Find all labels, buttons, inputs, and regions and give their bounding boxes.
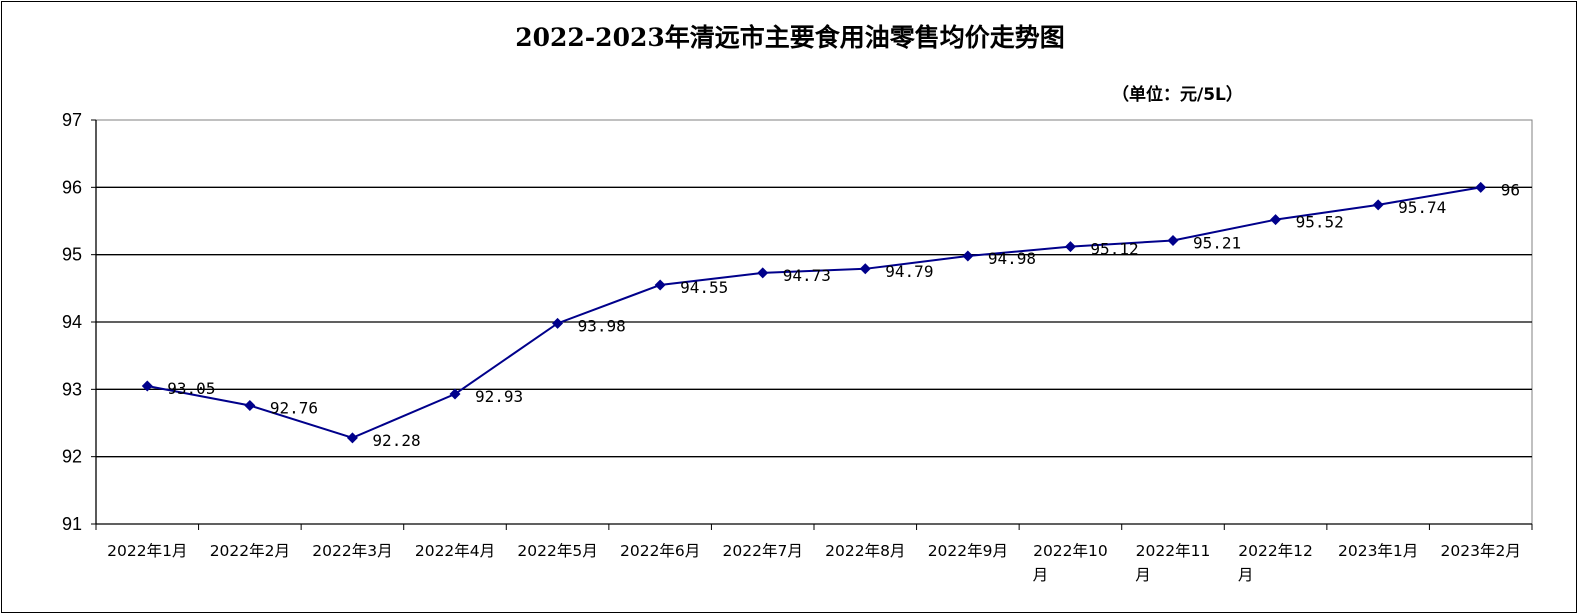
x-tick-label: 2022年3月 [312,542,392,560]
data-label: 92.93 [475,387,523,406]
x-tick-label: 2023年2月 [1441,542,1521,560]
data-label: 92.28 [372,431,420,450]
series-line [147,186,1481,439]
data-label: 92.76 [270,398,318,417]
y-tick-label: 97 [62,110,82,130]
x-tick-label: 2022年8月 [825,542,905,560]
data-point [757,267,769,279]
data-label: 94.73 [783,266,831,285]
y-tick-label: 93 [62,379,82,399]
x-tick-label: 2022年9月 [928,542,1008,560]
y-tick-label: 91 [62,514,82,534]
data-point [859,263,871,275]
data-label: 94.98 [988,249,1036,268]
unit-note: （单位：元/5L） [1112,85,1243,105]
data-label: 93.05 [167,379,215,398]
data-point [1475,181,1487,193]
x-tick-label: 2022年4月 [415,542,495,560]
data-point [141,380,153,392]
data-label: 96 [1501,180,1520,199]
data-label: 94.79 [885,262,933,281]
x-tick-label: 2022年1月 [107,542,187,560]
y-tick-label: 94 [62,312,82,332]
data-point [1270,214,1282,226]
data-point [1372,199,1384,211]
data-point [1064,241,1076,253]
data-label: 95.52 [1296,213,1344,232]
x-tick-label: 2023年1月 [1338,542,1418,560]
x-tick-label: 2022年7月 [723,542,803,560]
data-point [654,279,666,291]
x-tick-label: 2022年10 月 [1033,542,1108,584]
data-point [962,250,974,262]
x-tick-label: 2022年12 月 [1238,542,1313,584]
y-tick-label: 96 [62,177,82,197]
x-tick-label: 2022年11 月 [1135,542,1210,584]
data-label: 95.12 [1090,240,1138,259]
data-label: 95.74 [1398,198,1446,217]
data-point [1167,235,1179,247]
data-point [552,317,564,329]
data-point [346,432,358,444]
data-label: 93.98 [578,316,626,335]
x-tick-label: 2022年5月 [517,542,597,560]
y-tick-label: 95 [62,245,82,265]
data-point [244,399,256,411]
data-label: 94.55 [680,278,728,297]
y-tick-label: 92 [62,447,82,467]
data-point [449,388,461,400]
x-tick-label: 2022年6月 [620,542,700,560]
x-tick-label: 2022年2月 [210,542,290,560]
chart-title: 2022-2023年清远市主要食用油零售均价走势图 [515,23,1065,52]
data-label: 95.21 [1193,234,1241,253]
